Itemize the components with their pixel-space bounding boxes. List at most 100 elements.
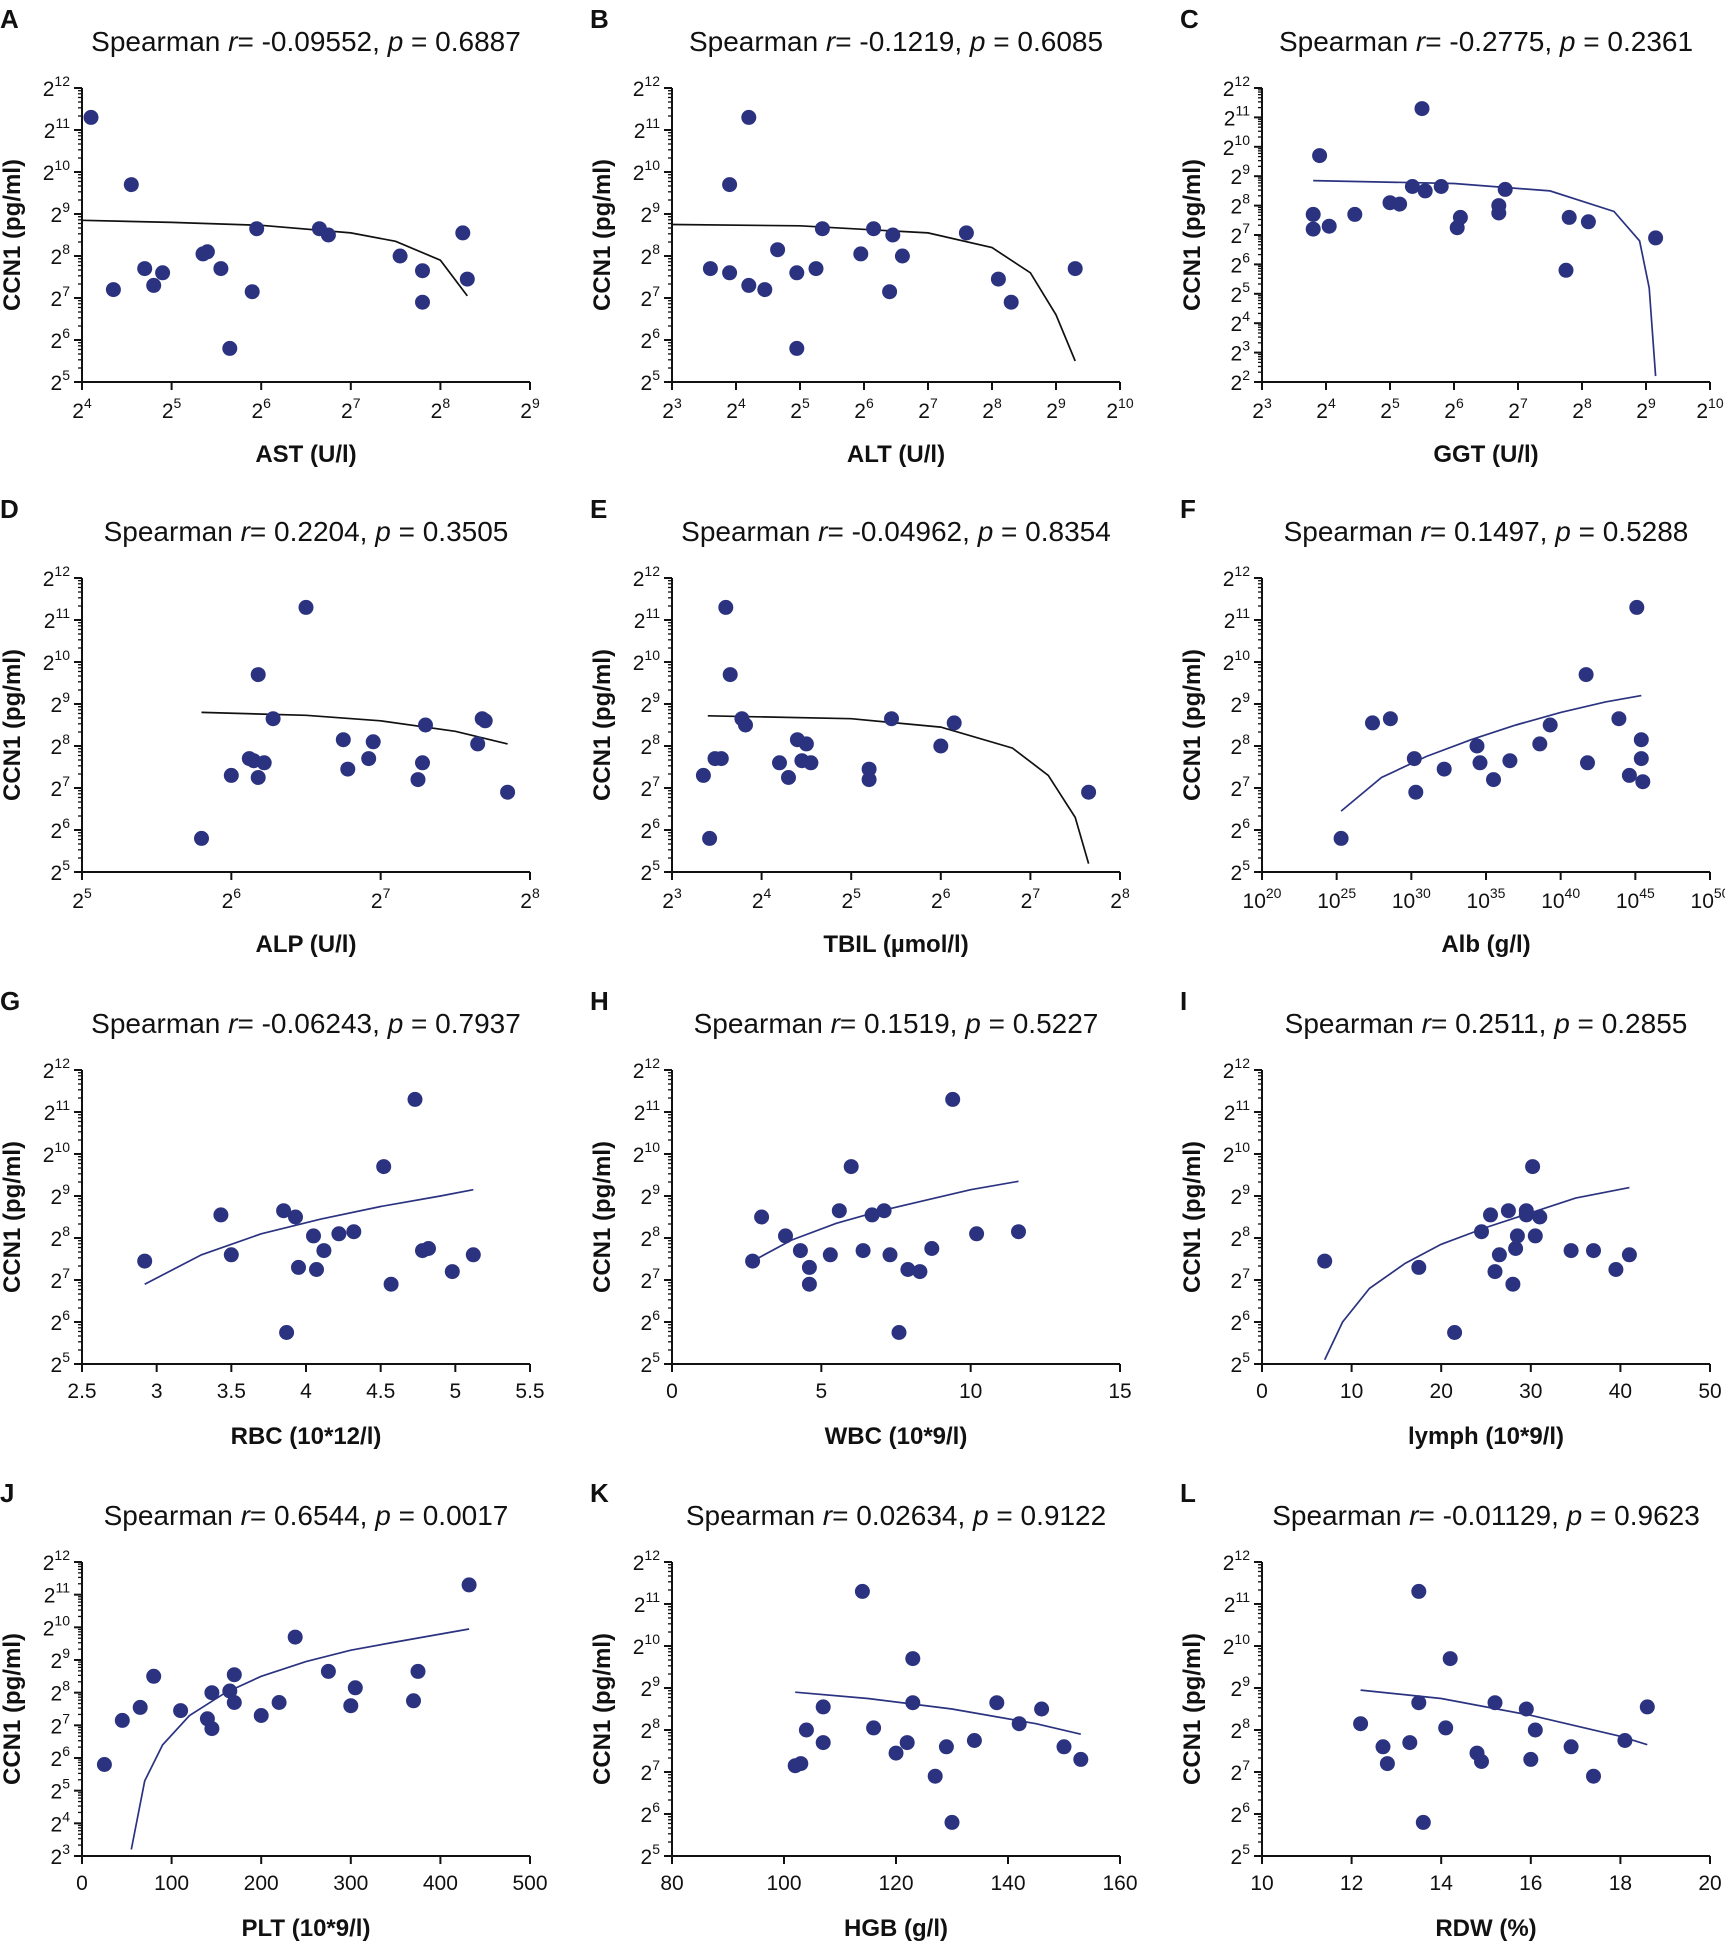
data-point <box>1509 1228 1525 1244</box>
data-point <box>864 1207 880 1223</box>
data-point <box>1518 1701 1534 1717</box>
data-point <box>843 1159 859 1175</box>
data-point <box>891 1325 907 1340</box>
x-tick-label: 27 <box>371 885 391 913</box>
data-point <box>477 713 493 729</box>
data-point <box>770 242 786 258</box>
x-axis-label: AST (U/l) <box>255 441 356 468</box>
y-tick-label: 29 <box>51 1645 71 1673</box>
data-point <box>1321 218 1337 234</box>
data-point <box>1447 1325 1463 1340</box>
data-point <box>194 830 209 846</box>
data-point <box>1580 755 1595 771</box>
data-point <box>1469 738 1485 754</box>
fit-curve <box>707 714 1090 864</box>
data-point <box>722 177 738 193</box>
data-point <box>1648 230 1664 246</box>
data-point <box>213 261 229 277</box>
y-tick-label: 29 <box>1231 1181 1251 1209</box>
y-tick-label: 212 <box>43 73 70 101</box>
y-axis-label: CCN1 (pg/ml) <box>0 159 26 311</box>
x-tick-label: 27 <box>1021 885 1041 913</box>
x-tick-label: 18 <box>1609 1872 1632 1895</box>
x-tick-label: 24 <box>752 885 772 913</box>
x-tick-label: 1020 <box>1243 885 1282 913</box>
panel-letter: F <box>1180 494 1196 524</box>
data-point <box>346 1224 362 1240</box>
data-point <box>249 221 265 237</box>
x-tick-label: 200 <box>244 1872 279 1895</box>
data-point <box>1392 196 1408 212</box>
data-point <box>1406 751 1422 767</box>
y-tick-label: 28 <box>1231 191 1251 219</box>
y-tick-label: 210 <box>43 1612 70 1640</box>
data-point <box>1312 148 1328 164</box>
data-point <box>944 1814 960 1830</box>
data-point <box>792 1243 808 1259</box>
data-point <box>1491 1247 1507 1263</box>
x-tick-label: 120 <box>878 1872 913 1895</box>
y-tick-label: 23 <box>51 1841 71 1869</box>
y-tick-label: 25 <box>51 1349 71 1377</box>
data-point <box>876 1203 892 1219</box>
data-point <box>778 1228 793 1244</box>
data-point <box>855 1243 871 1259</box>
x-axis-label: WBC (10*9/l) <box>825 1423 968 1450</box>
fit-curve <box>795 1691 1081 1736</box>
x-tick-label: 5 <box>449 1380 461 1403</box>
data-point <box>1305 221 1321 237</box>
y-tick-label: 210 <box>43 647 70 675</box>
x-axis-label: RDW (%) <box>1435 1915 1536 1942</box>
data-point <box>861 761 877 777</box>
panel-k: K Spearman r= 0.02634, p = 0.9122 25 26 27 28… <box>589 1478 1138 1942</box>
data-point <box>306 1228 321 1244</box>
data-point <box>256 755 272 771</box>
y-tick-label: 212 <box>1223 73 1250 101</box>
data-point <box>1542 717 1558 733</box>
data-point <box>798 736 814 752</box>
data-point <box>854 1583 870 1599</box>
panel-letter: K <box>590 1478 609 1508</box>
data-point <box>1487 1264 1503 1280</box>
data-point <box>882 1247 898 1263</box>
data-point <box>287 1629 303 1645</box>
data-point <box>808 261 824 277</box>
x-tick-label: 26 <box>251 395 271 423</box>
x-tick-label: 500 <box>512 1872 547 1895</box>
y-axis-label: CCN1 (pg/ml) <box>1179 1633 1206 1785</box>
fit-curve <box>130 1628 470 1850</box>
fit-curve <box>1313 179 1657 377</box>
y-tick-label: 25 <box>51 1776 71 1804</box>
data-point <box>279 1325 295 1340</box>
data-point <box>222 340 238 356</box>
fit-curve <box>671 223 1076 362</box>
y-tick-label: 24 <box>51 1808 71 1836</box>
data-point <box>250 667 266 683</box>
data-point <box>702 830 718 846</box>
y-tick-label: 27 <box>51 1265 71 1293</box>
data-point <box>1527 1228 1543 1244</box>
x-tick-label: 1030 <box>1392 885 1431 913</box>
data-point <box>814 221 830 237</box>
y-axis-label: CCN1 (pg/ml) <box>589 1141 616 1293</box>
y-tick-label: 27 <box>1231 220 1251 248</box>
fit-curve <box>81 219 468 297</box>
y-tick-label: 210 <box>43 1139 70 1167</box>
y-tick-label: 211 <box>634 115 660 143</box>
x-tick-label: 26 <box>1444 395 1464 423</box>
fit-curve <box>1323 1186 1630 1361</box>
data-point <box>1073 1751 1089 1767</box>
y-tick-label: 29 <box>1231 689 1251 717</box>
data-point <box>1438 1720 1454 1736</box>
data-point <box>905 1651 921 1667</box>
y-tick-label: 211 <box>634 605 660 633</box>
y-tick-label: 211 <box>1224 605 1250 633</box>
data-point <box>1483 1207 1498 1223</box>
data-point <box>1487 1695 1503 1711</box>
data-point <box>276 1203 292 1219</box>
y-tick-label: 29 <box>641 689 661 717</box>
data-point <box>199 244 215 260</box>
data-point <box>969 1226 985 1242</box>
y-tick-label: 26 <box>1231 1799 1251 1827</box>
y-tick-label: 26 <box>51 815 71 843</box>
